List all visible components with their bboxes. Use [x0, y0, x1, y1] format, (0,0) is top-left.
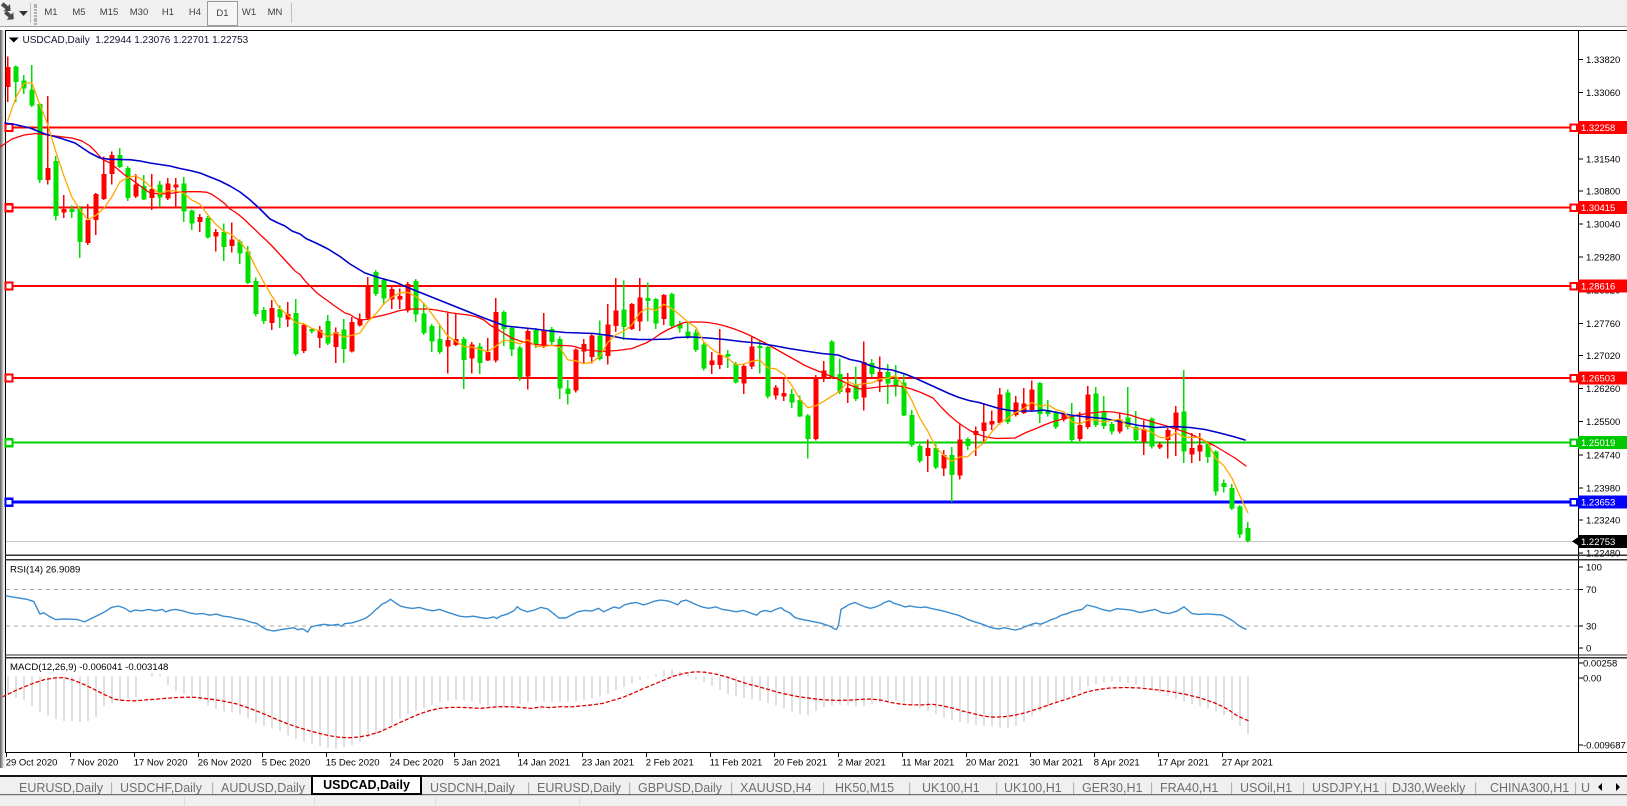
svg-text:0: 0 [1586, 644, 1591, 655]
svg-text:MACD(12,26,9) -0.006041 -0.003: MACD(12,26,9) -0.006041 -0.003148 [10, 662, 168, 673]
svg-text:1.29280: 1.29280 [1586, 253, 1620, 264]
svg-text:1.22753: 1.22753 [1581, 537, 1615, 548]
svg-text:20 Mar 2021: 20 Mar 2021 [966, 757, 1019, 768]
svg-text:1.22480: 1.22480 [1586, 549, 1620, 560]
svg-text:0.00: 0.00 [1583, 673, 1602, 684]
svg-text:15 Dec 2020: 15 Dec 2020 [326, 757, 380, 768]
svg-text:1.31540: 1.31540 [1586, 154, 1620, 165]
svg-text:-0.009687: -0.009687 [1583, 740, 1626, 751]
svg-text:11 Feb 2021: 11 Feb 2021 [710, 757, 763, 768]
svg-text:1.23653: 1.23653 [1581, 498, 1615, 509]
svg-text:5 Dec 2020: 5 Dec 2020 [262, 757, 311, 768]
svg-text:70: 70 [1586, 585, 1597, 596]
svg-text:24 Dec 2020: 24 Dec 2020 [390, 757, 444, 768]
svg-text:2 Feb 2021: 2 Feb 2021 [646, 757, 694, 768]
svg-text:1.30800: 1.30800 [1586, 187, 1620, 198]
svg-text:RSI(14) 26.9089: RSI(14) 26.9089 [10, 565, 80, 576]
svg-text:5 Jan 2021: 5 Jan 2021 [454, 757, 501, 768]
svg-text:1.27020: 1.27020 [1586, 351, 1620, 362]
svg-text:1.30415: 1.30415 [1581, 203, 1615, 214]
svg-text:27 Apr 2021: 27 Apr 2021 [1222, 757, 1273, 768]
svg-text:1.27760: 1.27760 [1586, 319, 1620, 330]
svg-text:1.25500: 1.25500 [1586, 417, 1620, 428]
svg-text:1.30040: 1.30040 [1586, 220, 1620, 231]
svg-text:30 Mar 2021: 30 Mar 2021 [1030, 757, 1083, 768]
svg-text:23 Jan 2021: 23 Jan 2021 [582, 757, 634, 768]
svg-text:26 Nov 2020: 26 Nov 2020 [198, 757, 252, 768]
svg-text:2 Mar 2021: 2 Mar 2021 [838, 757, 886, 768]
svg-text:8 Apr 2021: 8 Apr 2021 [1094, 757, 1140, 768]
svg-text:1.23240: 1.23240 [1586, 516, 1620, 527]
svg-text:11 Mar 2021: 11 Mar 2021 [902, 757, 955, 768]
svg-text:1.25019: 1.25019 [1581, 438, 1615, 449]
svg-text:0.00258: 0.00258 [1583, 659, 1617, 670]
svg-text:1.32258: 1.32258 [1581, 123, 1615, 134]
svg-text:7 Nov 2020: 7 Nov 2020 [70, 757, 119, 768]
svg-text:1.23980: 1.23980 [1586, 483, 1620, 494]
svg-text:29 Oct 2020: 29 Oct 2020 [6, 757, 58, 768]
svg-text:USDCAD,Daily 1.22944 1.23076: USDCAD,Daily 1.22944 1.23076 1.22701 1.2… [23, 35, 249, 46]
svg-text:1.26260: 1.26260 [1586, 384, 1620, 395]
svg-text:30: 30 [1586, 622, 1597, 633]
svg-text:17 Nov 2020: 17 Nov 2020 [134, 757, 188, 768]
svg-text:17 Apr 2021: 17 Apr 2021 [1158, 757, 1209, 768]
svg-text:100: 100 [1586, 562, 1602, 573]
svg-text:1.26503: 1.26503 [1581, 374, 1615, 385]
svg-text:1.24740: 1.24740 [1586, 450, 1620, 461]
svg-text:1.33820: 1.33820 [1586, 55, 1620, 66]
svg-text:1.33060: 1.33060 [1586, 88, 1620, 99]
svg-text:20 Feb 2021: 20 Feb 2021 [774, 757, 827, 768]
svg-text:14 Jan 2021: 14 Jan 2021 [518, 757, 570, 768]
svg-text:1.28616: 1.28616 [1581, 282, 1615, 293]
